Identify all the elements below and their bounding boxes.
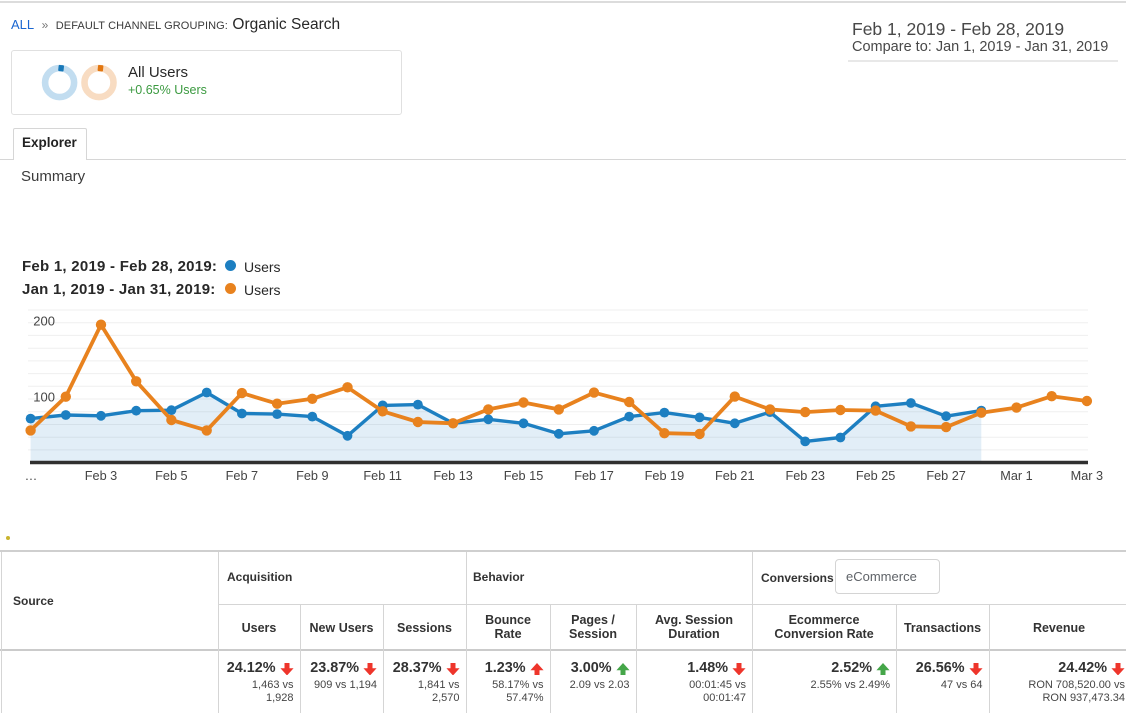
svg-text:Feb 3: Feb 3 [85,469,117,483]
svg-text:…: … [25,469,38,483]
svg-text:Feb 25: Feb 25 [856,469,896,483]
svg-text:Feb 17: Feb 17 [574,469,614,483]
svg-text:Mar 3: Mar 3 [1071,469,1103,483]
svg-text:Feb 9: Feb 9 [296,469,328,483]
svg-text:Mar 1: Mar 1 [1000,469,1032,483]
svg-text:Feb 27: Feb 27 [926,469,966,483]
svg-text:Feb 21: Feb 21 [715,469,755,483]
svg-text:Feb 13: Feb 13 [433,469,473,483]
svg-text:Feb 7: Feb 7 [226,469,258,483]
svg-text:200: 200 [33,314,55,329]
svg-text:100: 100 [33,390,55,405]
svg-text:Feb 11: Feb 11 [363,469,402,483]
svg-text:Feb 23: Feb 23 [785,469,825,483]
svg-text:Feb 5: Feb 5 [155,469,187,483]
svg-text:Feb 15: Feb 15 [504,469,544,483]
svg-text:Feb 19: Feb 19 [645,469,685,483]
